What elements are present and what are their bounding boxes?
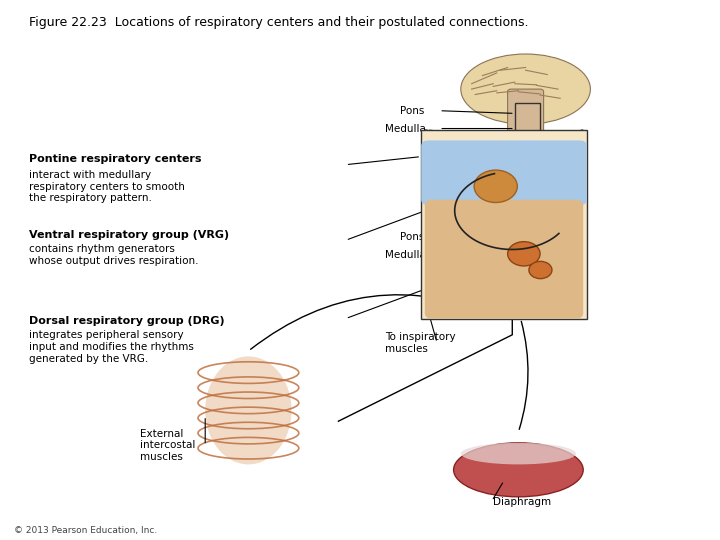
- Text: contains rhythm generators
whose output drives respiration.: contains rhythm generators whose output …: [29, 244, 198, 266]
- FancyBboxPatch shape: [425, 200, 583, 319]
- Text: Diaphragm: Diaphragm: [493, 497, 552, 507]
- FancyBboxPatch shape: [421, 140, 587, 205]
- Text: Dorsal respiratory group (DRG): Dorsal respiratory group (DRG): [29, 316, 225, 326]
- Text: Pons: Pons: [400, 232, 424, 241]
- FancyBboxPatch shape: [508, 89, 544, 154]
- Text: integrates peripheral sensory
input and modifies the rhythms
generated by the VR: integrates peripheral sensory input and …: [29, 330, 194, 363]
- Text: Ventral respiratory group (VRG): Ventral respiratory group (VRG): [29, 230, 229, 240]
- Ellipse shape: [474, 170, 518, 202]
- Text: interact with medullary
respiratory centers to smooth
the respiratory pattern.: interact with medullary respiratory cent…: [29, 170, 184, 203]
- Text: To inspiratory
muscles: To inspiratory muscles: [385, 332, 456, 354]
- Bar: [515, 103, 540, 138]
- Text: © 2013 Pearson Education, Inc.: © 2013 Pearson Education, Inc.: [14, 525, 158, 535]
- Text: Medulla: Medulla: [385, 124, 426, 133]
- Text: Figure 22.23  Locations of respiratory centers and their postulated connections.: Figure 22.23 Locations of respiratory ce…: [29, 16, 528, 29]
- Text: Pons: Pons: [400, 106, 424, 116]
- Text: Medulla: Medulla: [385, 250, 426, 260]
- Ellipse shape: [205, 356, 292, 464]
- Ellipse shape: [461, 443, 576, 464]
- Ellipse shape: [508, 242, 540, 266]
- Bar: [421, 130, 587, 319]
- Text: External
intercostal
muscles: External intercostal muscles: [140, 429, 196, 462]
- Ellipse shape: [461, 54, 590, 124]
- Text: Pontine respiratory centers: Pontine respiratory centers: [29, 154, 202, 164]
- Ellipse shape: [454, 443, 583, 497]
- Ellipse shape: [529, 261, 552, 279]
